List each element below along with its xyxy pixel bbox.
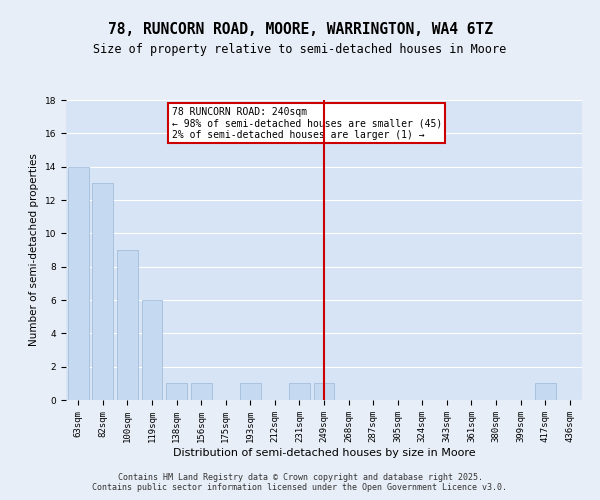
Bar [535,384,556,400]
Bar [191,384,212,400]
Bar [142,300,163,400]
Bar [92,184,113,400]
Text: Size of property relative to semi-detached houses in Moore: Size of property relative to semi-detach… [94,42,506,56]
Y-axis label: Number of semi-detached properties: Number of semi-detached properties [29,154,39,346]
Bar [117,250,138,400]
Bar [289,384,310,400]
Text: 78, RUNCORN ROAD, MOORE, WARRINGTON, WA4 6TZ: 78, RUNCORN ROAD, MOORE, WARRINGTON, WA4… [107,22,493,38]
Text: 78 RUNCORN ROAD: 240sqm
← 98% of semi-detached houses are smaller (45)
2% of sem: 78 RUNCORN ROAD: 240sqm ← 98% of semi-de… [172,106,442,140]
Bar [314,384,334,400]
X-axis label: Distribution of semi-detached houses by size in Moore: Distribution of semi-detached houses by … [173,448,475,458]
Bar [68,166,89,400]
Bar [240,384,261,400]
Text: Contains HM Land Registry data © Crown copyright and database right 2025.
Contai: Contains HM Land Registry data © Crown c… [92,473,508,492]
Bar [166,384,187,400]
